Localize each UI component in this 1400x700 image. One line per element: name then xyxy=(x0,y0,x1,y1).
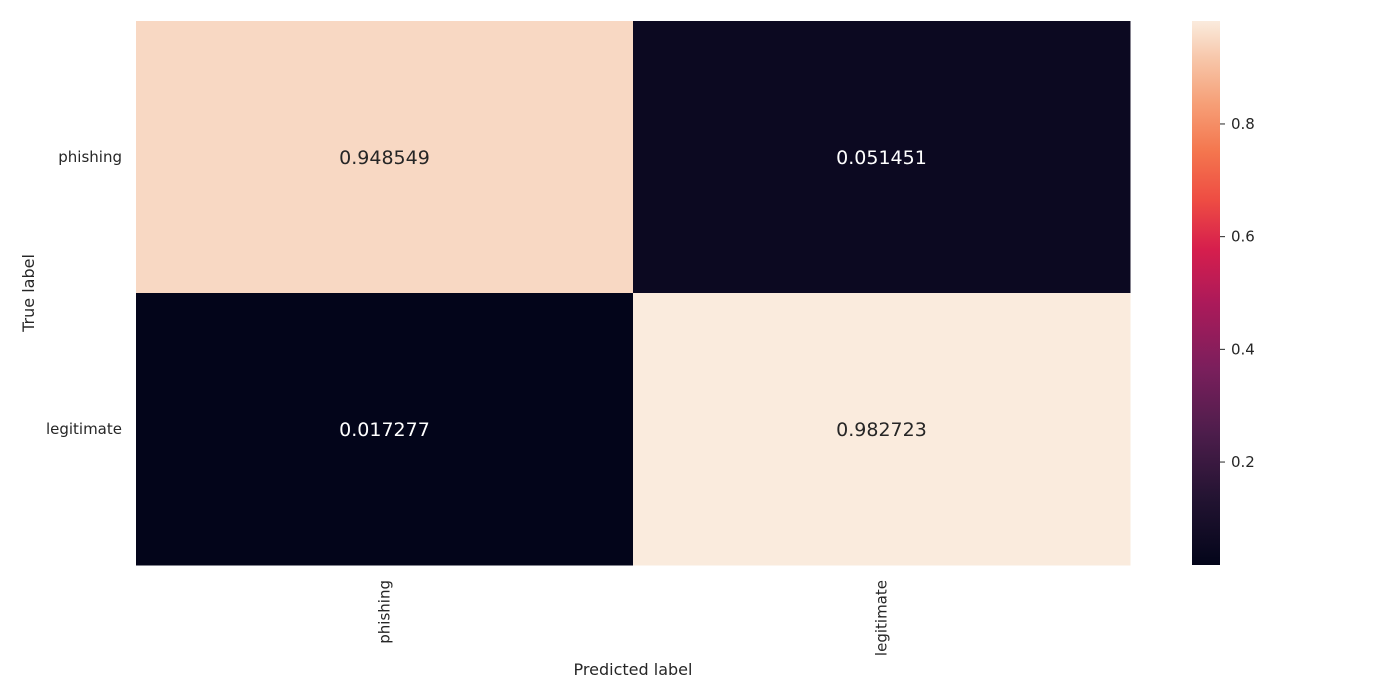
heatmap-cell-legitimate-phishing xyxy=(136,293,634,566)
x-tick-labels: phishing legitimate xyxy=(376,580,891,656)
colorbar-tick-label: 0.8 xyxy=(1231,115,1255,133)
cell-value-label: 0.051451 xyxy=(836,147,927,169)
y-tick-labels: phishing legitimate xyxy=(46,148,122,438)
y-tick-label-legitimate: legitimate xyxy=(46,420,122,438)
x-tick-label-legitimate: legitimate xyxy=(873,580,891,656)
heatmap-cell-phishing-phishing xyxy=(136,21,634,294)
colorbar-tick-label: 0.2 xyxy=(1231,453,1255,471)
colorbar-tick-label: 0.4 xyxy=(1231,340,1255,358)
cell-value-label: 0.017277 xyxy=(339,419,430,441)
cell-value-label: 0.948549 xyxy=(339,147,430,169)
heatmap-cell-phishing-legitimate xyxy=(633,21,1131,294)
x-tick-label-phishing: phishing xyxy=(376,580,394,644)
y-axis-label: True label xyxy=(19,254,38,333)
y-tick-label-phishing: phishing xyxy=(58,148,122,166)
heatmap-cell-legitimate-legitimate xyxy=(633,293,1131,566)
colorbar-ticks: 0.2 0.4 0.6 0.8 xyxy=(1220,115,1255,471)
heatmap-cells: 0.948549 0.051451 0.017277 0.982723 xyxy=(136,21,1131,566)
x-axis-label: Predicted label xyxy=(574,660,693,679)
cell-value-label: 0.982723 xyxy=(836,419,927,441)
colorbar-tick-label: 0.6 xyxy=(1231,228,1255,246)
colorbar xyxy=(1192,21,1220,565)
